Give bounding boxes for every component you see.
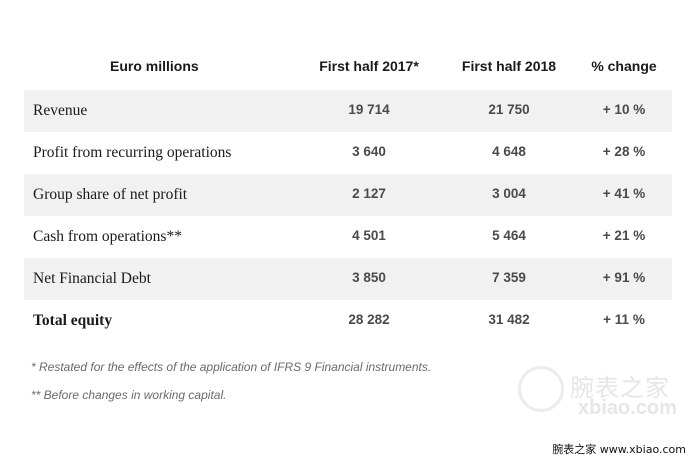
financial-table: Euro millions First half 2017* First hal… xyxy=(24,42,672,342)
row-label: Profit from recurring operations xyxy=(33,144,232,161)
table-row: Profit from recurring operations 3 640 4… xyxy=(24,132,672,174)
value-2018: 7 359 xyxy=(492,270,526,285)
watermark-text: 腕表之家 xyxy=(570,374,670,402)
footer-credit: 腕表之家 www.xbiao.com xyxy=(552,443,686,456)
value-change: + 11 % xyxy=(603,312,645,327)
watermark-url: xbiao.com xyxy=(578,397,677,419)
value-change: + 10 % xyxy=(602,102,646,117)
value-2017: 19 714 xyxy=(348,102,390,117)
value-2017: 2 127 xyxy=(352,186,386,201)
table-header: Euro millions First half 2017* First hal… xyxy=(24,42,672,90)
row-label: Revenue xyxy=(33,102,88,119)
row-label: Net Financial Debt xyxy=(33,270,151,287)
value-change: + 41 % xyxy=(602,186,646,201)
table-row: Group share of net profit 2 127 3 004 + … xyxy=(24,174,672,216)
table-row: Revenue 19 714 21 750 + 10 % xyxy=(24,90,672,132)
value-change: + 28 % xyxy=(602,144,646,159)
watermark-clock-icon xyxy=(518,366,564,412)
value-2017: 4 501 xyxy=(352,228,386,243)
value-2017: 3 640 xyxy=(352,144,386,159)
value-2018: 4 648 xyxy=(492,144,526,159)
value-2018: 5 464 xyxy=(492,228,526,243)
row-label: Total equity xyxy=(33,312,113,329)
value-2018: 21 750 xyxy=(488,102,530,117)
value-2017: 3 850 xyxy=(352,270,386,285)
value-2018: 31 482 xyxy=(488,312,530,327)
value-2018: 3 004 xyxy=(492,186,526,201)
table-row: Net Financial Debt 3 850 7 359 + 91 % xyxy=(24,258,672,300)
table-row: Total equity 28 282 31 482 + 11 % xyxy=(24,300,672,342)
header-first-half-2018: First half 2018 xyxy=(461,58,557,74)
table-row: Cash from operations** 4 501 5 464 + 21 … xyxy=(24,216,672,258)
header-percent-change: % change xyxy=(591,58,657,74)
row-label: Group share of net profit xyxy=(33,186,188,203)
value-change: + 21 % xyxy=(602,228,646,243)
value-change: + 91 % xyxy=(602,270,646,285)
header-first-half-2017: First half 2017* xyxy=(319,58,419,74)
footnote-working-capital: ** Before changes in working capital. xyxy=(31,388,227,402)
row-label: Cash from operations** xyxy=(33,228,182,245)
footnote-restated: * Restated for the effects of the applic… xyxy=(31,360,432,374)
header-euro-millions: Euro millions xyxy=(110,58,199,74)
value-2017: 28 282 xyxy=(348,312,390,327)
